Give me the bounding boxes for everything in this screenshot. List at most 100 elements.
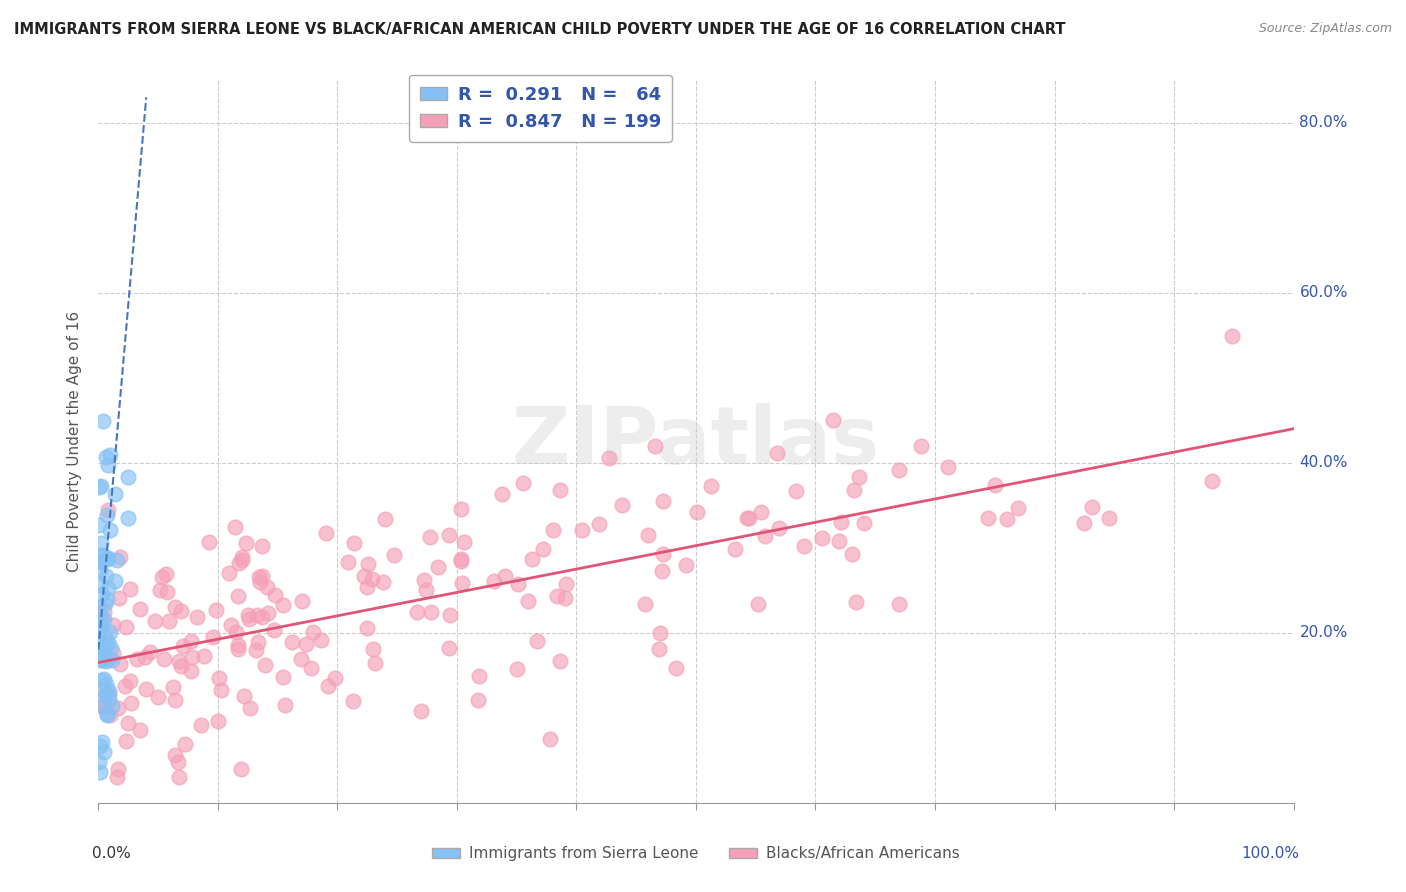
Point [295,637,318,651]
Point [405,605,427,619]
Point [115,620,138,634]
Point [117,470,139,484]
Point [90,649,112,664]
Point [648,642,671,657]
Point [541,523,564,537]
Point [94,687,117,701]
Point [107,770,129,784]
Point [162,680,184,694]
Point [290,652,312,666]
Point [665,660,688,674]
Point [848,470,870,484]
Point [94,685,117,699]
Point [97,458,120,472]
Point [90,536,112,550]
Point [89,607,111,621]
Point [439,607,461,622]
Point [516,593,538,607]
Point [299,660,322,674]
Point [228,556,250,570]
Point [651,493,673,508]
Point [364,657,387,671]
Point [437,640,460,655]
Text: 80.0%: 80.0% [1299,115,1348,130]
Point [153,652,176,666]
Point [273,698,295,713]
Point [103,617,125,632]
Point [100,707,122,722]
Point [252,609,274,624]
Point [108,549,131,564]
Point [257,606,280,620]
Point [129,601,152,615]
Point [107,762,129,776]
Point [120,697,142,711]
Point [94,677,117,691]
Point [94,647,117,661]
Point [531,542,554,557]
Point [231,553,253,567]
Point [101,646,124,660]
Point [96,450,118,464]
Point [828,533,851,548]
Point [505,662,527,676]
Point [180,664,202,678]
Point [91,653,114,667]
Point [236,607,259,622]
Y-axis label: Child Poverty Under the Age of 16: Child Poverty Under the Age of 16 [67,311,83,572]
Point [120,582,142,597]
Point [96,637,118,651]
Point [356,621,378,635]
Point [246,635,269,649]
Point [107,591,129,605]
Point [343,536,366,550]
Point [844,483,866,497]
Point [371,575,394,590]
Point [253,657,276,672]
Point [156,585,179,599]
Text: Source: ZipAtlas.com: Source: ZipAtlas.com [1258,22,1392,36]
Point [89,646,111,660]
Point [224,520,246,534]
Point [135,681,157,696]
Text: IMMIGRANTS FROM SIERRA LEONE VS BLACK/AFRICAN AMERICAN CHILD POVERTY UNDER THE A: IMMIGRANTS FROM SIERRA LEONE VS BLACK/AF… [14,22,1066,37]
Point [337,555,360,569]
Point [250,568,273,582]
Point [87,480,110,494]
Point [247,569,270,583]
Point [87,548,110,562]
Point [852,516,875,530]
Point [538,731,561,746]
Point [271,670,294,684]
Point [96,706,118,721]
Point [231,762,253,776]
Point [231,550,253,565]
Point [193,649,215,664]
Point [174,737,197,751]
Point [205,602,228,616]
Point [226,641,249,656]
Point [89,555,111,569]
Point [165,599,187,614]
Point [100,641,122,656]
Point [108,657,131,671]
Point [353,568,375,582]
Point [98,687,121,701]
Point [793,540,815,554]
Point [87,517,110,532]
Point [841,547,863,561]
Point [186,610,208,624]
Point [91,549,114,563]
Point [1222,328,1244,343]
Point [315,526,337,541]
Point [218,566,240,580]
Point [482,574,505,589]
Point [208,671,231,685]
Point [887,463,910,477]
Point [1098,510,1121,524]
Point [167,770,190,784]
Text: ZIPatlas: ZIPatlas [512,402,880,481]
Point [93,605,115,619]
Point [219,617,242,632]
Point [94,630,117,644]
